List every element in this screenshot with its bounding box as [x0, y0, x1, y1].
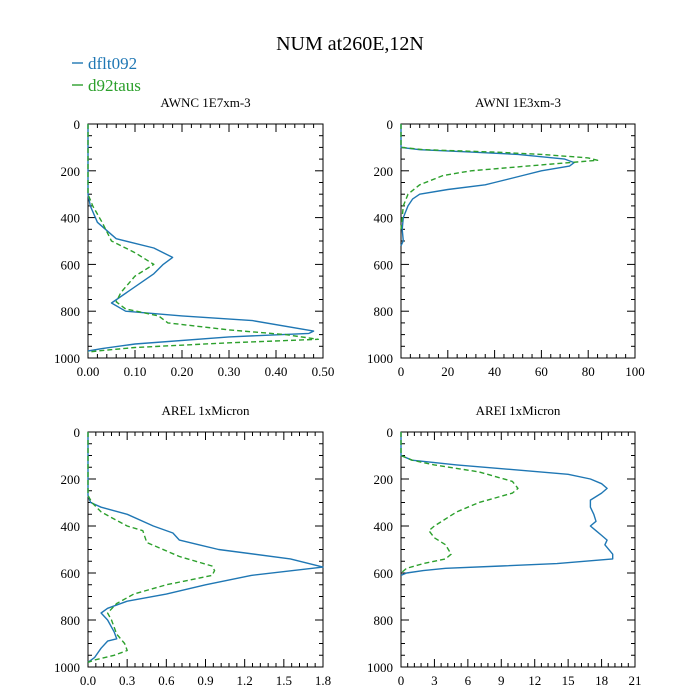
x-tick-label: 9: [498, 673, 505, 688]
panel-title: AWNC 1E7xm-3: [160, 95, 250, 110]
x-tick-label: 0.3: [119, 673, 135, 688]
x-tick-label: 60: [535, 364, 548, 379]
y-tick-label: 1000: [367, 660, 393, 675]
y-tick-label: 400: [374, 211, 394, 226]
x-tick-label: 0.50: [312, 364, 335, 379]
y-tick-label: 1000: [54, 660, 80, 675]
x-tick-label: 0: [398, 673, 405, 688]
panel-awni: AWNI 1E3xm-3 0 200 400 600 800 1000 0 20 40 60 80 10…: [367, 95, 645, 379]
y-tick-label: 600: [374, 257, 394, 272]
x-tick-label: 0.6: [158, 673, 175, 688]
series-line-d92taus: [400, 432, 519, 574]
y-tick-label: 600: [374, 566, 394, 581]
y-tick-label: 600: [61, 257, 81, 272]
x-tick-label: 0.40: [265, 364, 288, 379]
series-line-dflt092: [400, 432, 614, 577]
y-tick-label: 800: [374, 613, 394, 628]
series-line-dflt092: [400, 124, 575, 247]
figure-title: NUM at260E,12N: [276, 33, 424, 55]
x-tick-label: 20: [441, 364, 454, 379]
legend-label-dflt092: dflt092: [88, 54, 137, 73]
x-tick-label: 0.10: [124, 364, 147, 379]
y-tick-label: 400: [374, 519, 394, 534]
x-tick-label: 100: [625, 364, 645, 379]
x-tick-label: 1.8: [315, 673, 331, 688]
plot-frame: [87, 431, 324, 668]
y-tick-label: 0: [387, 117, 394, 132]
y-tick-label: 400: [61, 211, 81, 226]
x-tick-label: 40: [488, 364, 501, 379]
x-tick-label: 15: [562, 673, 575, 688]
panel-title: AREL 1xMicron: [162, 403, 250, 418]
x-tick-label: 1.5: [276, 673, 292, 688]
panel-title: AWNI 1E3xm-3: [475, 95, 561, 110]
x-tick-label: 0.0: [80, 673, 96, 688]
plot-frame: [400, 431, 636, 668]
series-line-dflt092: [87, 124, 315, 352]
panel-title: AREI 1xMicron: [476, 403, 561, 418]
y-tick-label: 0: [387, 425, 394, 440]
x-tick-label: 6: [465, 673, 472, 688]
y-tick-label: 400: [61, 519, 81, 534]
x-tick-label: 1.2: [237, 673, 253, 688]
x-tick-label: 0.00: [77, 364, 100, 379]
y-tick-label: 0: [74, 117, 81, 132]
x-tick-label: 12: [528, 673, 541, 688]
y-tick-label: 200: [374, 472, 394, 487]
legend-label-d92taus: d92taus: [88, 76, 141, 95]
x-tick-label: 0.9: [197, 673, 213, 688]
x-tick-label: 21: [629, 673, 642, 688]
y-tick-label: 1000: [54, 351, 80, 366]
y-tick-label: 600: [61, 566, 81, 581]
x-tick-label: 0: [398, 364, 405, 379]
x-tick-label: 18: [595, 673, 608, 688]
series-line-d92taus: [400, 124, 599, 230]
panel-arei: AREI 1xMicron 0 200 400 600 800 1000 0 3 6 9 12 15 18…: [367, 403, 642, 688]
legend: dflt092 d92taus: [72, 54, 141, 95]
plot-frame: [400, 123, 636, 359]
y-tick-label: 200: [61, 472, 81, 487]
y-tick-label: 800: [61, 304, 81, 319]
series-line-d92taus: [87, 124, 319, 353]
y-tick-label: 0: [74, 425, 81, 440]
y-tick-label: 800: [374, 304, 394, 319]
y-tick-label: 200: [61, 164, 81, 179]
y-tick-label: 200: [374, 164, 394, 179]
y-tick-label: 1000: [367, 351, 393, 366]
series-line-dflt092: [87, 432, 324, 663]
y-tick-label: 800: [61, 613, 81, 628]
series-line-d92taus: [87, 432, 216, 663]
x-tick-label: 3: [431, 673, 438, 688]
x-tick-label: 0.20: [171, 364, 194, 379]
x-tick-label: 0.30: [218, 364, 241, 379]
x-tick-label: 80: [582, 364, 595, 379]
